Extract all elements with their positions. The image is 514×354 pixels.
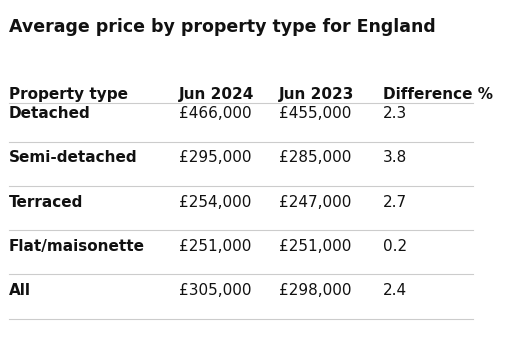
Text: Jun 2024: Jun 2024 (179, 87, 254, 102)
Text: £466,000: £466,000 (179, 106, 252, 121)
Text: Property type: Property type (9, 87, 128, 102)
Text: 2.7: 2.7 (383, 195, 407, 210)
Text: £298,000: £298,000 (279, 283, 351, 298)
Text: £247,000: £247,000 (279, 195, 351, 210)
Text: Semi-detached: Semi-detached (9, 150, 138, 165)
Text: All: All (9, 283, 31, 298)
Text: 2.3: 2.3 (383, 106, 407, 121)
Text: £305,000: £305,000 (179, 283, 252, 298)
Text: Terraced: Terraced (9, 195, 83, 210)
Text: Detached: Detached (9, 106, 90, 121)
Text: Difference %: Difference % (383, 87, 493, 102)
Text: £254,000: £254,000 (179, 195, 252, 210)
Text: Flat/maisonette: Flat/maisonette (9, 239, 145, 254)
Text: £251,000: £251,000 (279, 239, 351, 254)
Text: Jun 2023: Jun 2023 (279, 87, 354, 102)
Text: 2.4: 2.4 (383, 283, 407, 298)
Text: £251,000: £251,000 (179, 239, 252, 254)
Text: £295,000: £295,000 (179, 150, 252, 165)
Text: 3.8: 3.8 (383, 150, 407, 165)
Text: Average price by property type for England: Average price by property type for Engla… (9, 18, 436, 36)
Text: £455,000: £455,000 (279, 106, 351, 121)
Text: 0.2: 0.2 (383, 239, 407, 254)
Text: £285,000: £285,000 (279, 150, 351, 165)
